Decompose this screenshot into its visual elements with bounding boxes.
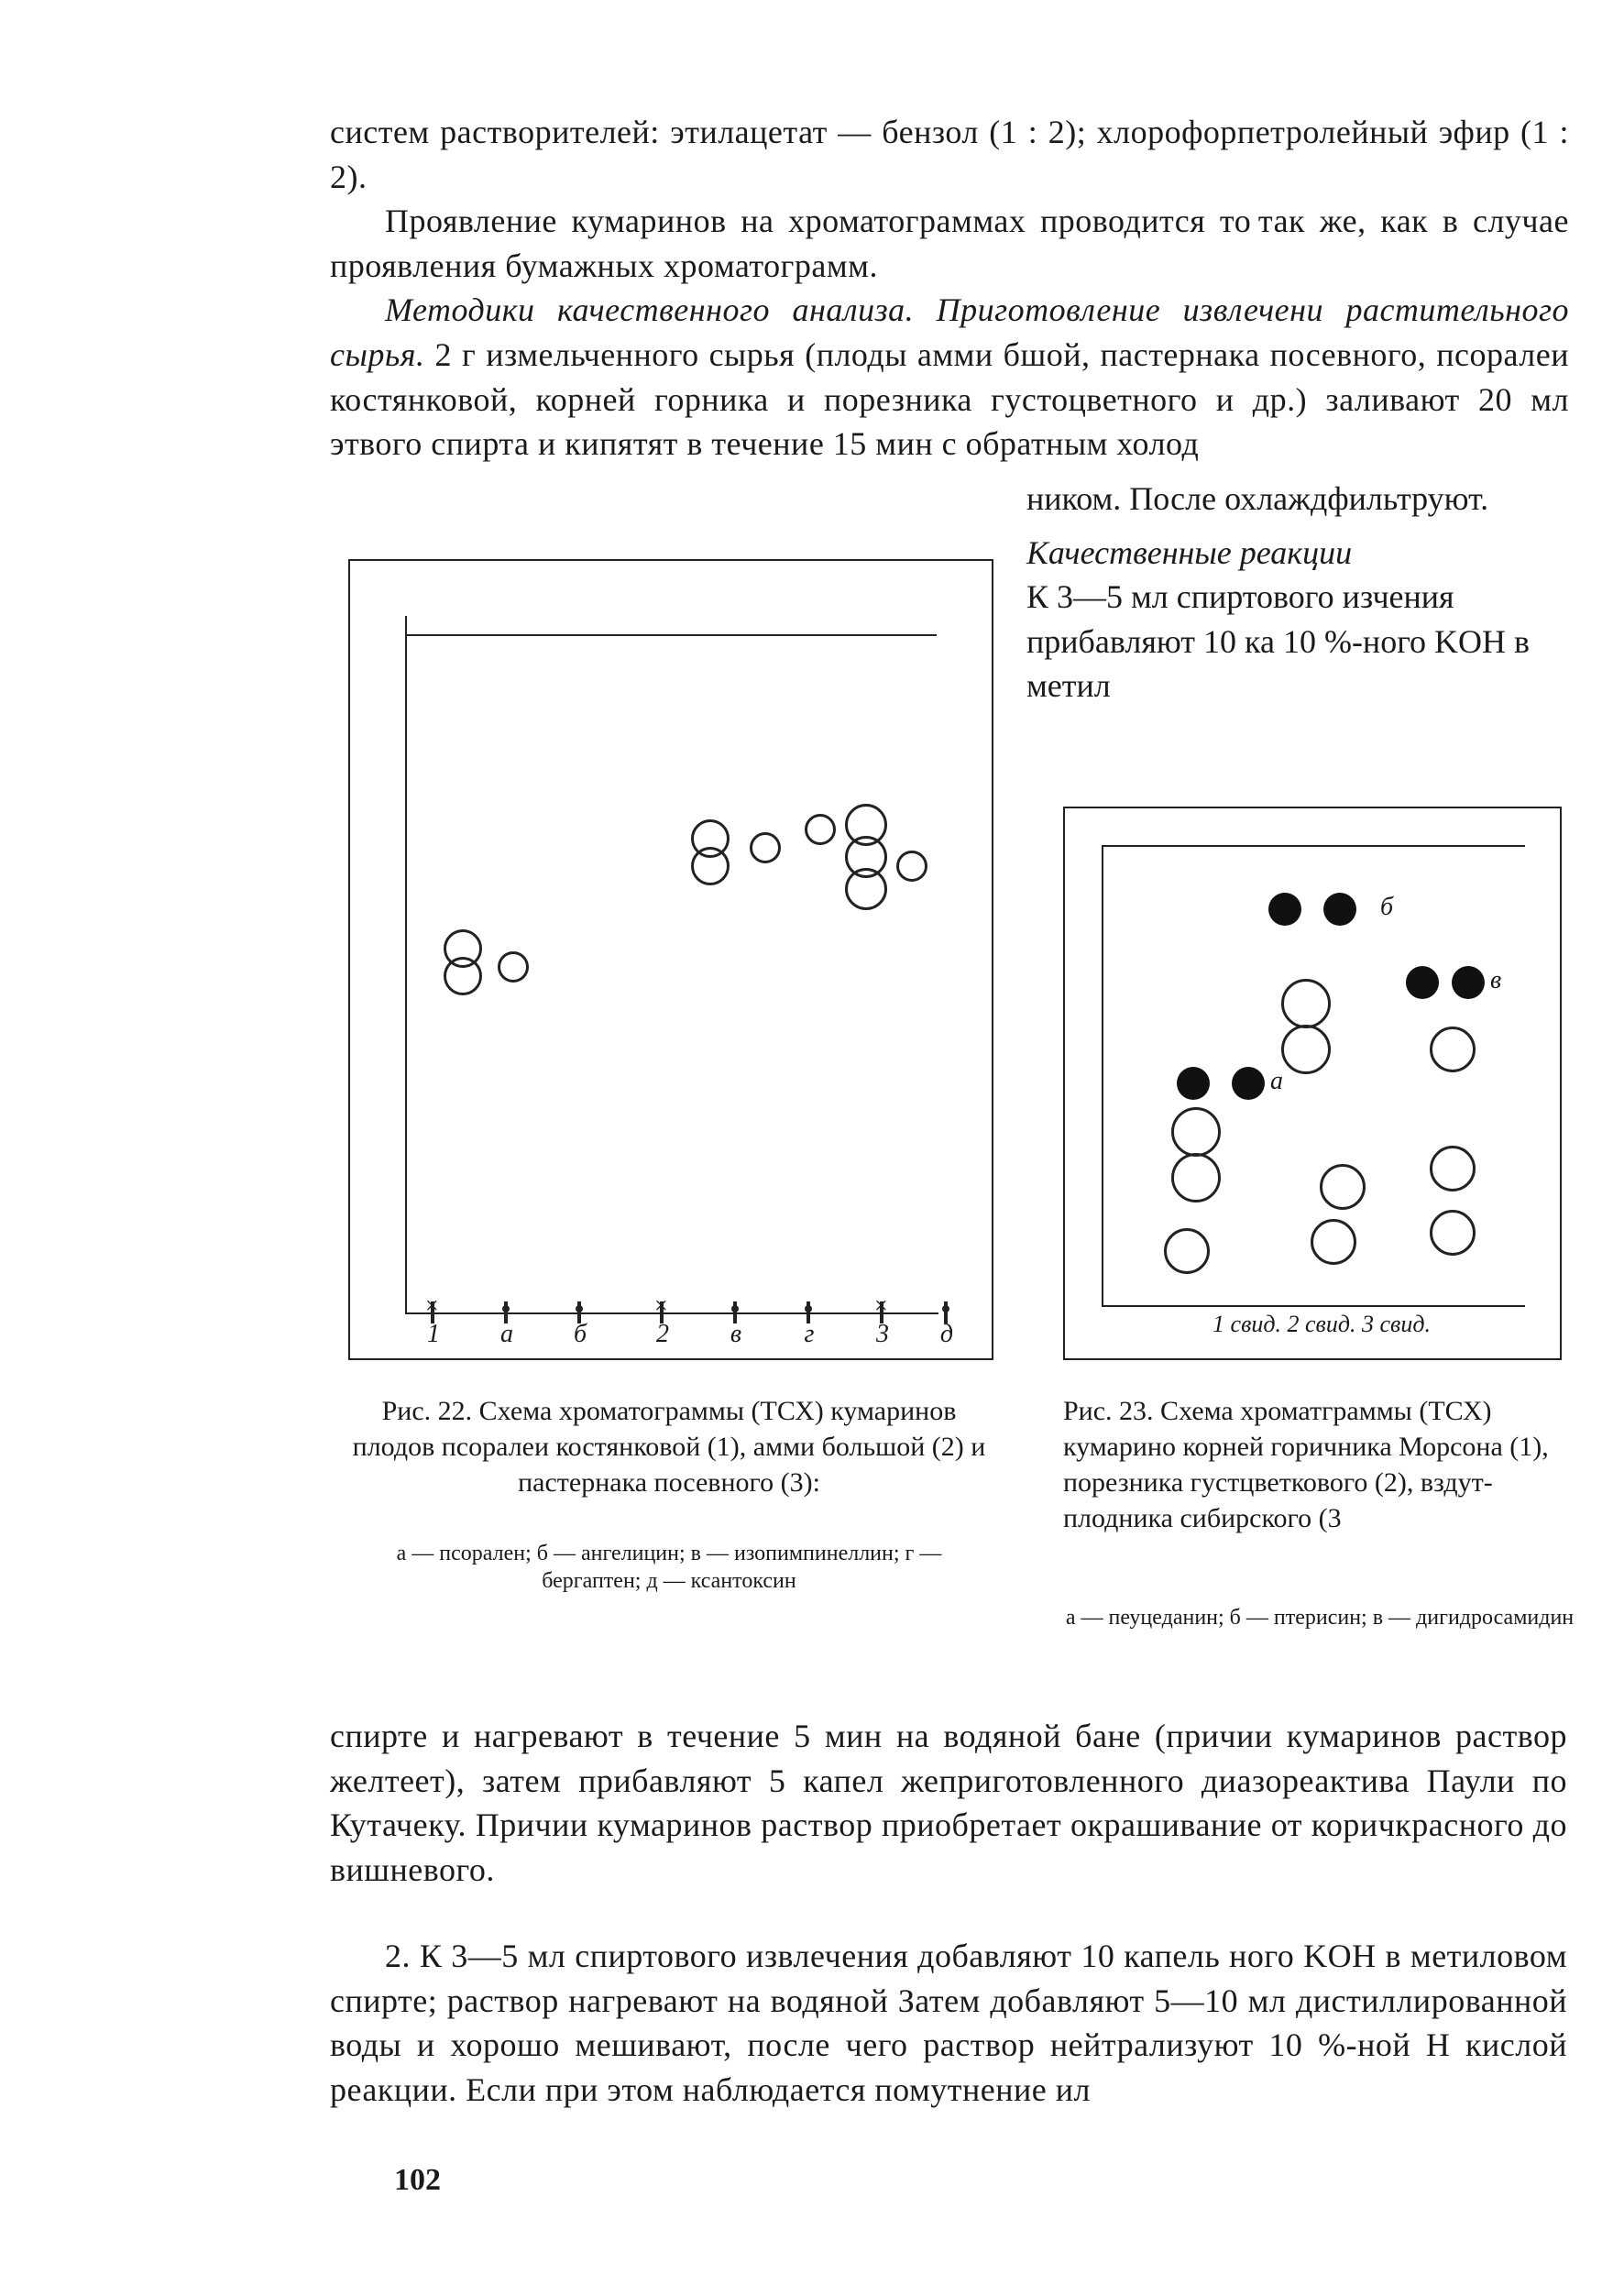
caption-fig23: Рис. 23. Схема хромат­граммы (ТСХ) кумар… <box>1063 1393 1576 1536</box>
chromatogram-spot <box>1452 966 1485 999</box>
chromatogram-spot <box>1281 979 1331 1028</box>
chromatogram-spot <box>1171 1153 1221 1202</box>
chromatogram-spot <box>1320 1164 1366 1210</box>
fig22-start-dot <box>576 1305 583 1312</box>
fig22-upper-line <box>405 634 937 636</box>
text: 2. К 3—5 мл спиртового извлечения добавл… <box>330 1938 1567 2108</box>
rc-line: К 3—5 мл спиртового из­чения прибавляют … <box>1026 575 1567 708</box>
chromatogram-spot <box>1164 1228 1210 1274</box>
chromatogram-spot <box>1281 1025 1331 1074</box>
fig22-tick-label: в <box>722 1320 750 1349</box>
right-column: ником. После охлажд­фильтруют. Качествен… <box>1026 477 1567 708</box>
paragraph-5: 2. К 3—5 мл спиртового извлечения добавл… <box>330 1934 1567 2112</box>
fig22-tick-label: 3 <box>869 1320 896 1349</box>
spot-label: а <box>1270 1067 1283 1096</box>
paragraph-3: Методики качественного анализа. Приготов… <box>330 288 1569 466</box>
paragraph-1: систем растворителей: этилацетат — бензо… <box>330 110 1569 199</box>
caption-fig22: Рис. 22. Схема хроматограммы (ТСХ) кумар… <box>348 1393 990 1500</box>
text: спирте и нагревают в течение 5 мин на во… <box>330 1718 1567 1888</box>
fig22-tick-label: 1 <box>420 1320 447 1349</box>
chromatogram-spot <box>1430 1027 1476 1072</box>
fig22-tick-label: 2 <box>649 1320 676 1349</box>
fig22-tick-label: а <box>493 1320 521 1349</box>
chromatogram-spot <box>444 957 482 995</box>
chromatogram-spot <box>498 951 529 983</box>
chromatogram-spot <box>1430 1146 1476 1191</box>
spot-label: в <box>1490 966 1501 995</box>
chromatogram-spot <box>845 868 887 910</box>
chromatogram-spot <box>896 851 927 882</box>
subcaption-fig22: а — псорален; б — ангелицин; в — изопим­… <box>348 1540 990 1595</box>
figure-22: 1×аб2×вг3×д <box>348 559 993 1360</box>
fig22-start-dot <box>731 1305 739 1312</box>
fig22-tick-label: д <box>933 1320 960 1349</box>
fig23-axis-label: 1 свид. 2 свид. 3 свид. <box>1111 1311 1532 1338</box>
fig22-start-mark: × <box>425 1292 439 1320</box>
chromatogram-spot <box>691 847 730 885</box>
fig22-start-mark: × <box>874 1292 888 1320</box>
figure-23: б в а 1 свид. 2 свид. 3 свид. <box>1063 807 1562 1360</box>
text: систем растворителей: этилацетат — бензо… <box>330 114 1569 195</box>
subcaption-fig23: а — пеуцеданин; б — птери­син; в — дигид… <box>1063 1604 1576 1631</box>
fig22-start-mark: × <box>654 1292 668 1320</box>
chromatogram-spot <box>750 832 781 863</box>
spot-label: б <box>1380 893 1393 922</box>
fig22-start-dot <box>805 1305 812 1312</box>
chromatogram-spot <box>1171 1107 1221 1157</box>
text: 2 г измельченного сырья (плоды амми б­шо… <box>330 336 1569 462</box>
page: систем растворителей: этилацетат — бензо… <box>0 0 1624 2273</box>
chromatogram-spot <box>1268 893 1301 926</box>
chromatogram-spot <box>1430 1210 1476 1256</box>
chromatogram-spot <box>1323 893 1356 926</box>
text: Проявление кумаринов на хроматограммах п… <box>330 203 1569 284</box>
chromatogram-spot <box>1232 1067 1265 1100</box>
rc-line: ником. После охлажд­фильтруют. <box>1026 477 1567 522</box>
fig22-start-dot <box>942 1305 949 1312</box>
rc-italic: Качественные реакции <box>1026 534 1352 571</box>
fig22-tick-label: б <box>566 1320 594 1349</box>
fig22-start-dot <box>502 1305 510 1312</box>
chromatogram-spot <box>1177 1067 1210 1100</box>
paragraph-4: спирте и нагревают в течение 5 мин на во… <box>330 1714 1567 1892</box>
page-number: 102 <box>394 2163 441 2198</box>
fig22-axes <box>405 616 938 1314</box>
chromatogram-spot <box>805 814 836 845</box>
fig22-tick-label: г <box>796 1320 823 1349</box>
chromatogram-spot <box>1311 1219 1356 1265</box>
chromatogram-spot <box>1406 966 1439 999</box>
paragraph-2: Проявление кумаринов на хроматограммах п… <box>330 199 1569 288</box>
